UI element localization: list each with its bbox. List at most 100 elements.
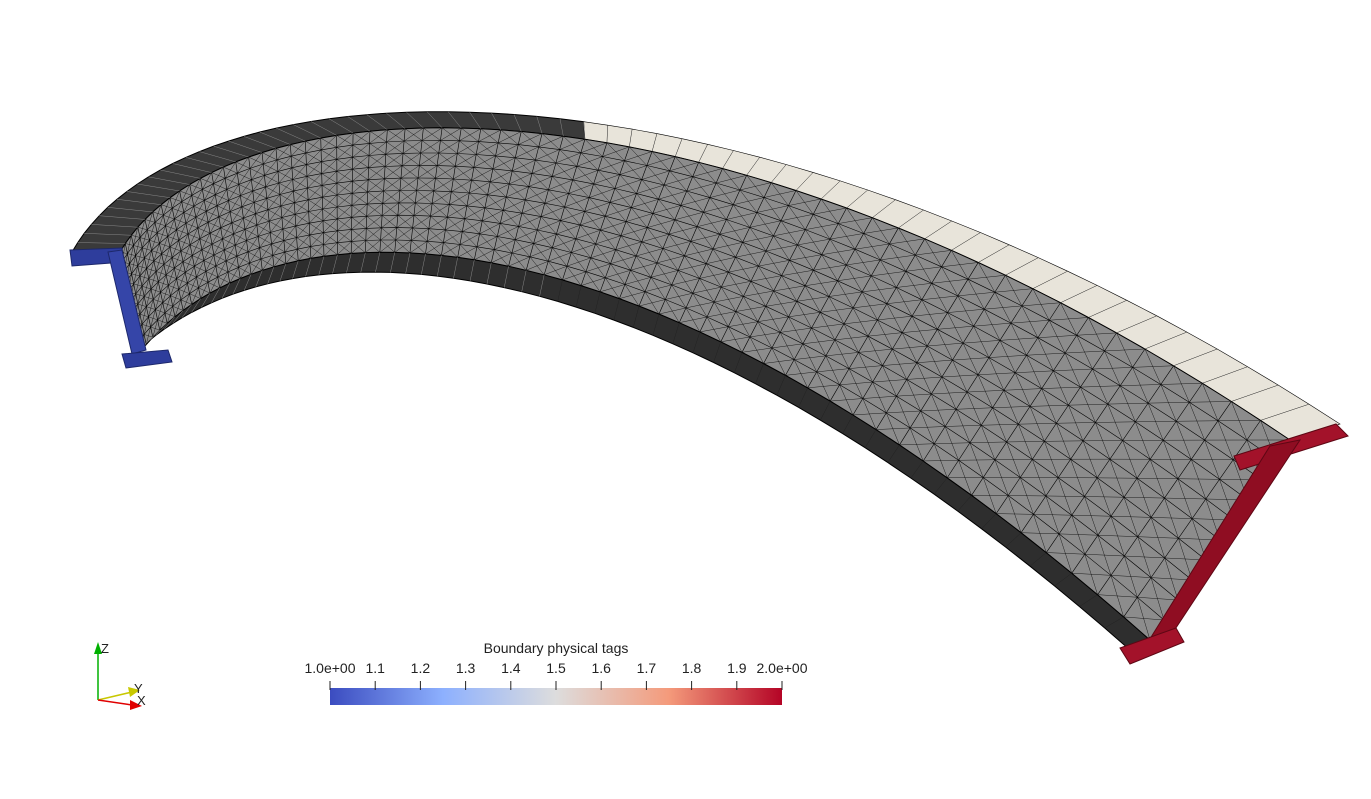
mesh-edge bbox=[154, 204, 162, 223]
mesh-edge bbox=[796, 296, 829, 302]
mesh-edge bbox=[733, 197, 765, 205]
mesh-edge bbox=[703, 204, 734, 213]
mesh-edge bbox=[619, 165, 647, 175]
flange-edge bbox=[99, 215, 146, 220]
mesh-edge bbox=[620, 227, 648, 236]
mesh-edge bbox=[293, 176, 308, 192]
colorbar-title: Boundary physical tags bbox=[483, 640, 629, 656]
flange-edge bbox=[421, 253, 426, 275]
mesh-edge bbox=[307, 173, 322, 189]
mesh-edge bbox=[386, 128, 406, 143]
mesh-edge bbox=[706, 311, 736, 318]
mesh-edge bbox=[765, 301, 797, 307]
mesh-edge bbox=[797, 238, 831, 246]
mesh-edge bbox=[237, 156, 249, 174]
mesh-edge bbox=[992, 406, 1030, 408]
colorbar-tick-label: 1.4 bbox=[501, 660, 521, 676]
mesh-edge bbox=[337, 205, 353, 220]
mesh-edge bbox=[157, 215, 164, 233]
mesh-edge bbox=[430, 204, 450, 217]
mesh-edge bbox=[794, 355, 826, 360]
mesh-edge bbox=[915, 250, 952, 256]
flange-edge bbox=[1032, 270, 1068, 289]
mesh-edge bbox=[185, 255, 193, 273]
mesh-edge bbox=[945, 425, 982, 427]
mesh-edge bbox=[1056, 422, 1096, 424]
flange-edge bbox=[267, 266, 275, 284]
mesh-edge bbox=[1065, 350, 1105, 354]
mesh-edge bbox=[187, 266, 195, 284]
mesh-edge bbox=[367, 178, 385, 193]
mesh-edge bbox=[1006, 441, 1045, 443]
mesh-edge bbox=[402, 140, 423, 154]
mesh-edge bbox=[473, 155, 496, 168]
mesh-edge bbox=[272, 240, 285, 256]
mesh-edge bbox=[846, 259, 881, 266]
mesh-edge bbox=[199, 222, 209, 239]
flange-edge bbox=[746, 157, 760, 176]
mesh-edge bbox=[515, 146, 539, 158]
mesh-edge bbox=[1010, 320, 1050, 324]
flange-edge bbox=[672, 322, 680, 344]
mesh-edge bbox=[215, 249, 225, 267]
mesh-edge bbox=[399, 177, 419, 191]
mesh-edge bbox=[609, 193, 637, 203]
mesh-edge bbox=[400, 165, 420, 179]
mesh-edge bbox=[555, 152, 581, 164]
mesh-edge bbox=[849, 365, 883, 369]
mesh-edge bbox=[194, 249, 203, 267]
mesh-edge bbox=[419, 152, 439, 166]
mesh-edge bbox=[963, 340, 1000, 344]
mesh-edge bbox=[1137, 478, 1178, 479]
mesh-edge bbox=[215, 178, 226, 195]
mesh-edge bbox=[941, 374, 979, 378]
flange-edge bbox=[163, 316, 176, 330]
mesh-edge bbox=[503, 199, 526, 211]
mesh-edge bbox=[967, 390, 1004, 393]
mesh-edge bbox=[336, 193, 353, 208]
mesh-edge bbox=[1071, 573, 1111, 576]
mesh-edge bbox=[509, 173, 533, 185]
mesh-edge bbox=[807, 384, 840, 389]
mesh-edge bbox=[438, 140, 460, 154]
mesh-edge bbox=[231, 206, 243, 223]
mesh-edge bbox=[652, 205, 681, 214]
flange-edge bbox=[426, 111, 443, 128]
mesh-edge bbox=[773, 229, 806, 237]
mesh-edge bbox=[236, 240, 247, 257]
mesh-edge bbox=[139, 258, 145, 277]
flange-edge bbox=[559, 118, 564, 137]
mesh-edge bbox=[250, 258, 262, 275]
mesh-edge bbox=[763, 359, 795, 364]
mesh-edge bbox=[969, 441, 1007, 443]
mesh-edge bbox=[279, 179, 293, 195]
mesh-edge bbox=[425, 242, 444, 255]
flange-edge bbox=[328, 118, 354, 134]
mesh-edge bbox=[636, 184, 665, 194]
mesh-edge bbox=[305, 137, 321, 154]
axis-x-line bbox=[97, 699, 133, 706]
mesh-edge bbox=[224, 161, 236, 179]
mesh-edge bbox=[821, 249, 856, 255]
mesh-edge bbox=[544, 266, 567, 275]
flange-edge bbox=[228, 140, 263, 153]
mesh-edge bbox=[1137, 597, 1179, 601]
mesh-edge bbox=[337, 217, 352, 231]
flange-edge bbox=[951, 232, 981, 251]
mesh-edge bbox=[533, 233, 557, 244]
flange-edge bbox=[722, 150, 734, 169]
flange-edge bbox=[211, 287, 220, 303]
mesh-edge bbox=[615, 241, 642, 250]
mesh-edge bbox=[495, 144, 519, 157]
mesh-edge bbox=[863, 227, 899, 234]
mesh-edge bbox=[958, 459, 995, 461]
axis-x-arrow bbox=[130, 700, 142, 710]
mesh-edge bbox=[937, 325, 974, 330]
flange-edge bbox=[310, 121, 337, 136]
flange-edge bbox=[1088, 300, 1127, 318]
mesh-edge bbox=[192, 238, 201, 256]
mesh-edge bbox=[756, 205, 789, 213]
mesh-edge bbox=[1018, 423, 1057, 425]
